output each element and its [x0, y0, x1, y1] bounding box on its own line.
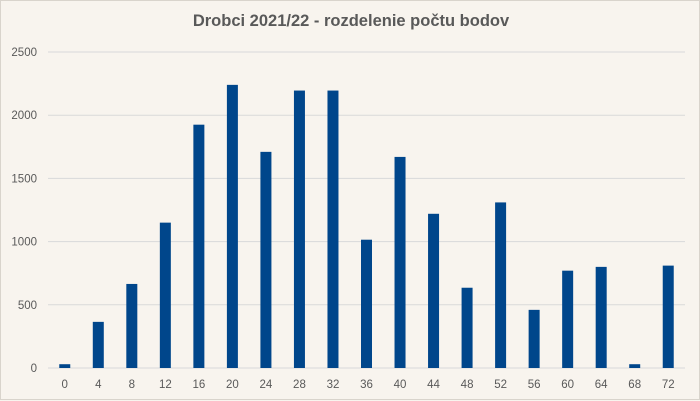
x-tick-label: 60	[561, 379, 574, 391]
bar	[59, 364, 71, 368]
x-tick-label: 36	[360, 379, 373, 391]
x-tick-label: 68	[628, 379, 641, 391]
x-tick-label: 40	[394, 379, 407, 391]
bar	[595, 266, 607, 368]
x-tick-label: 16	[192, 379, 205, 391]
bar	[461, 287, 473, 368]
x-tick-label: 28	[293, 379, 306, 391]
x-tick-label: 52	[494, 379, 507, 391]
bar	[428, 213, 440, 368]
x-tick-label: 4	[95, 379, 102, 391]
bar	[662, 265, 674, 368]
bar	[159, 222, 171, 368]
x-tick-label: 24	[260, 379, 273, 391]
y-tick-label: 1000	[11, 237, 37, 249]
x-tick-label: 8	[129, 379, 135, 391]
bar	[629, 364, 641, 368]
x-axis-ticks: 0 4 8 12 16 20 24 28 32 36 40 44 48 52 56 60 64 68 72	[62, 379, 675, 391]
x-tick-label: 56	[528, 379, 541, 391]
x-tick-label: 0	[62, 379, 68, 391]
bar	[528, 309, 540, 368]
bar	[226, 84, 238, 368]
bar	[193, 124, 205, 369]
bar	[562, 270, 574, 368]
x-tick-label: 48	[461, 379, 474, 391]
x-tick-label: 72	[662, 379, 675, 391]
x-tick-label: 64	[595, 379, 608, 391]
bar	[260, 151, 272, 368]
y-tick-label: 1500	[11, 173, 37, 185]
x-tick-label: 12	[159, 379, 172, 391]
bar	[126, 283, 138, 368]
chart-title: Drobci 2021/22 - rozdelenie počtu bodov	[192, 12, 510, 30]
bars	[59, 84, 674, 369]
y-axis-ticks: 0 500 1000 1500 2000 2500	[11, 47, 37, 375]
bar	[293, 90, 305, 368]
x-tick-label: 44	[427, 379, 440, 391]
y-tick-label: 2500	[11, 47, 37, 59]
y-tick-label: 0	[31, 363, 37, 375]
y-tick-label: 2000	[11, 110, 37, 122]
bar	[327, 90, 339, 368]
bar	[394, 156, 406, 368]
bar	[361, 239, 372, 368]
bar	[495, 202, 507, 368]
x-tick-label: 20	[226, 379, 239, 391]
y-tick-label: 500	[18, 300, 37, 312]
bar	[92, 321, 104, 368]
x-tick-label: 32	[327, 379, 340, 391]
